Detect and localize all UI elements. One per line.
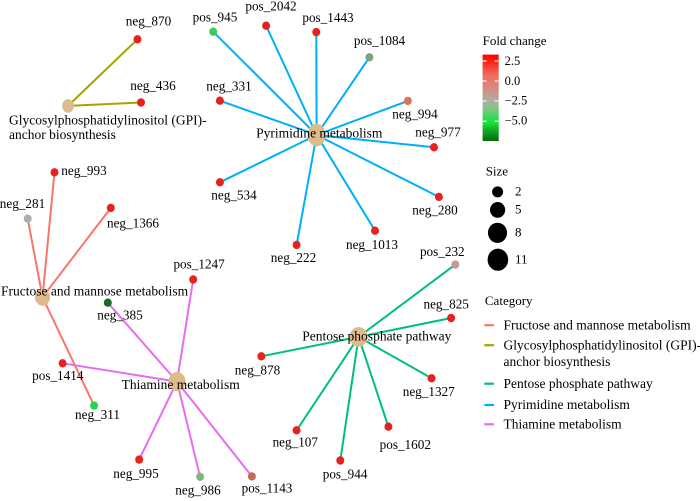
svg-text:pos_1414: pos_1414: [32, 368, 84, 383]
svg-text:11: 11: [515, 251, 528, 266]
svg-text:Size: Size: [486, 164, 509, 179]
svg-text:Category: Category: [485, 293, 533, 308]
svg-text:Glycosylphosphatidylinositol (: Glycosylphosphatidylinositol (GPI)-: [9, 113, 207, 128]
svg-text:Fructose and mannose metabolis: Fructose and mannose metabolism: [1, 284, 189, 299]
svg-text:pos_1443: pos_1443: [302, 10, 354, 25]
svg-text:neg_878: neg_878: [235, 363, 281, 378]
svg-text:Glycosylphosphatidylinositol (: Glycosylphosphatidylinositol (GPI)-: [504, 337, 700, 352]
svg-text:Thiamine metabolism: Thiamine metabolism: [504, 416, 623, 431]
svg-text:anchor biosynthesis: anchor biosynthesis: [9, 127, 116, 142]
svg-text:Thiamine metabolism: Thiamine metabolism: [122, 377, 241, 392]
svg-text:neg_281: neg_281: [0, 196, 45, 211]
svg-text:−5.0: −5.0: [505, 114, 528, 128]
svg-text:neg_986: neg_986: [175, 483, 221, 498]
svg-text:0.0: 0.0: [505, 74, 521, 88]
svg-text:neg_1327: neg_1327: [403, 384, 455, 399]
svg-text:pos_1084: pos_1084: [354, 33, 406, 48]
svg-text:neg_385: neg_385: [97, 308, 143, 323]
svg-text:5: 5: [515, 202, 522, 217]
svg-text:neg_995: neg_995: [113, 466, 159, 481]
svg-text:pos_944: pos_944: [323, 466, 368, 481]
svg-text:neg_222: neg_222: [271, 250, 316, 265]
svg-text:neg_534: neg_534: [211, 188, 257, 203]
svg-text:pos_945: pos_945: [193, 10, 238, 25]
svg-text:8: 8: [515, 224, 522, 239]
svg-text:anchor biosynthesis: anchor biosynthesis: [504, 354, 611, 369]
svg-text:neg_311: neg_311: [75, 407, 120, 422]
svg-text:pos_232: pos_232: [420, 244, 465, 259]
svg-text:pos_1247: pos_1247: [173, 257, 225, 272]
svg-text:neg_993: neg_993: [61, 163, 107, 178]
svg-text:pos_1143: pos_1143: [242, 481, 293, 496]
svg-text:Pyrimidine metabolism: Pyrimidine metabolism: [256, 125, 383, 140]
svg-text:pos_1602: pos_1602: [380, 437, 431, 452]
svg-text:neg_977: neg_977: [415, 125, 461, 140]
svg-text:neg_436: neg_436: [130, 78, 176, 93]
svg-text:Pyrimidine metabolism: Pyrimidine metabolism: [504, 397, 631, 412]
svg-text:neg_825: neg_825: [423, 296, 469, 311]
svg-text:Fructose and mannose metabolis: Fructose and mannose metabolism: [504, 317, 692, 332]
svg-text:pos_2042: pos_2042: [245, 0, 296, 14]
svg-text:Pentose phosphate pathway: Pentose phosphate pathway: [504, 376, 653, 391]
svg-text:neg_994: neg_994: [392, 107, 438, 122]
svg-text:neg_280: neg_280: [412, 203, 458, 218]
svg-text:neg_331: neg_331: [206, 79, 251, 94]
svg-text:−2.5: −2.5: [505, 94, 528, 108]
svg-text:Fold change: Fold change: [483, 33, 547, 48]
svg-text:neg_870: neg_870: [126, 14, 172, 29]
svg-text:neg_1366: neg_1366: [107, 216, 159, 231]
svg-text:neg_107: neg_107: [273, 434, 319, 449]
svg-text:2: 2: [515, 184, 522, 199]
svg-text:2.5: 2.5: [505, 54, 521, 68]
svg-text:Pentose phosphate pathway: Pentose phosphate pathway: [302, 328, 451, 343]
svg-text:neg_1013: neg_1013: [346, 237, 398, 252]
